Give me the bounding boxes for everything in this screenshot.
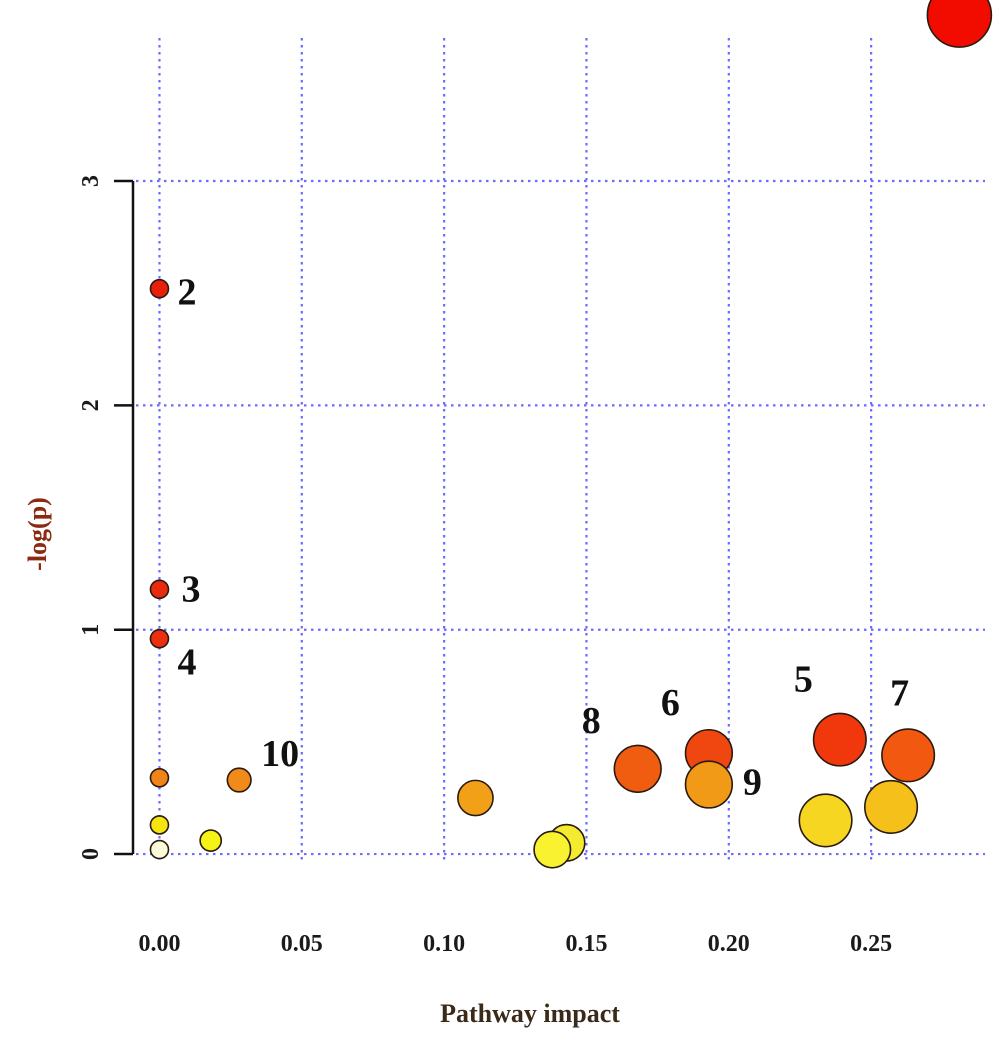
point-label: 4 — [177, 642, 196, 684]
data-point — [613, 744, 662, 793]
point-label: 6 — [661, 682, 680, 724]
data-point — [149, 628, 170, 649]
data-point — [926, 0, 993, 48]
x-tick-label: 0.00 — [138, 931, 180, 957]
y-tick-label: 2 — [78, 399, 104, 411]
x-tick-label: 0.20 — [708, 931, 750, 957]
data-point — [149, 815, 170, 835]
point-labels: 12341086957 — [177, 272, 909, 804]
data-point — [149, 767, 170, 788]
y-tick-label: 1 — [78, 624, 104, 636]
data-point — [149, 579, 170, 600]
point-label: 8 — [582, 700, 601, 742]
grid — [136, 38, 985, 862]
point-label: 2 — [177, 272, 196, 314]
data-point — [457, 779, 494, 817]
data-point — [864, 779, 919, 834]
y-tick-label: 0 — [78, 848, 104, 860]
data-point — [149, 278, 170, 299]
y-axis-title: -log(p) — [23, 497, 52, 571]
axes: 0.00 0.05 0.10 0.15 0.20 0.25 0 1 2 3 — [78, 175, 892, 957]
data-point — [798, 793, 853, 848]
x-tick-label: 0.10 — [423, 931, 465, 957]
data-point — [226, 767, 252, 793]
data-point — [149, 839, 170, 860]
data-point — [684, 760, 734, 809]
data-point — [199, 829, 223, 852]
data-point — [812, 712, 867, 767]
data-point — [881, 728, 936, 783]
point-label: 9 — [743, 762, 762, 804]
data-points — [149, 0, 993, 869]
x-tick-label: 0.25 — [850, 931, 892, 957]
x-axis-title: Pathway impact — [440, 999, 620, 1028]
x-tick-label: 0.15 — [565, 931, 607, 957]
point-label: 5 — [794, 659, 813, 701]
point-label: 3 — [181, 568, 200, 610]
x-tick-label: 0.05 — [281, 931, 323, 957]
point-label: 10 — [261, 733, 299, 775]
y-tick-label: 3 — [78, 175, 104, 187]
data-point — [533, 830, 572, 869]
point-label: 7 — [890, 672, 909, 714]
